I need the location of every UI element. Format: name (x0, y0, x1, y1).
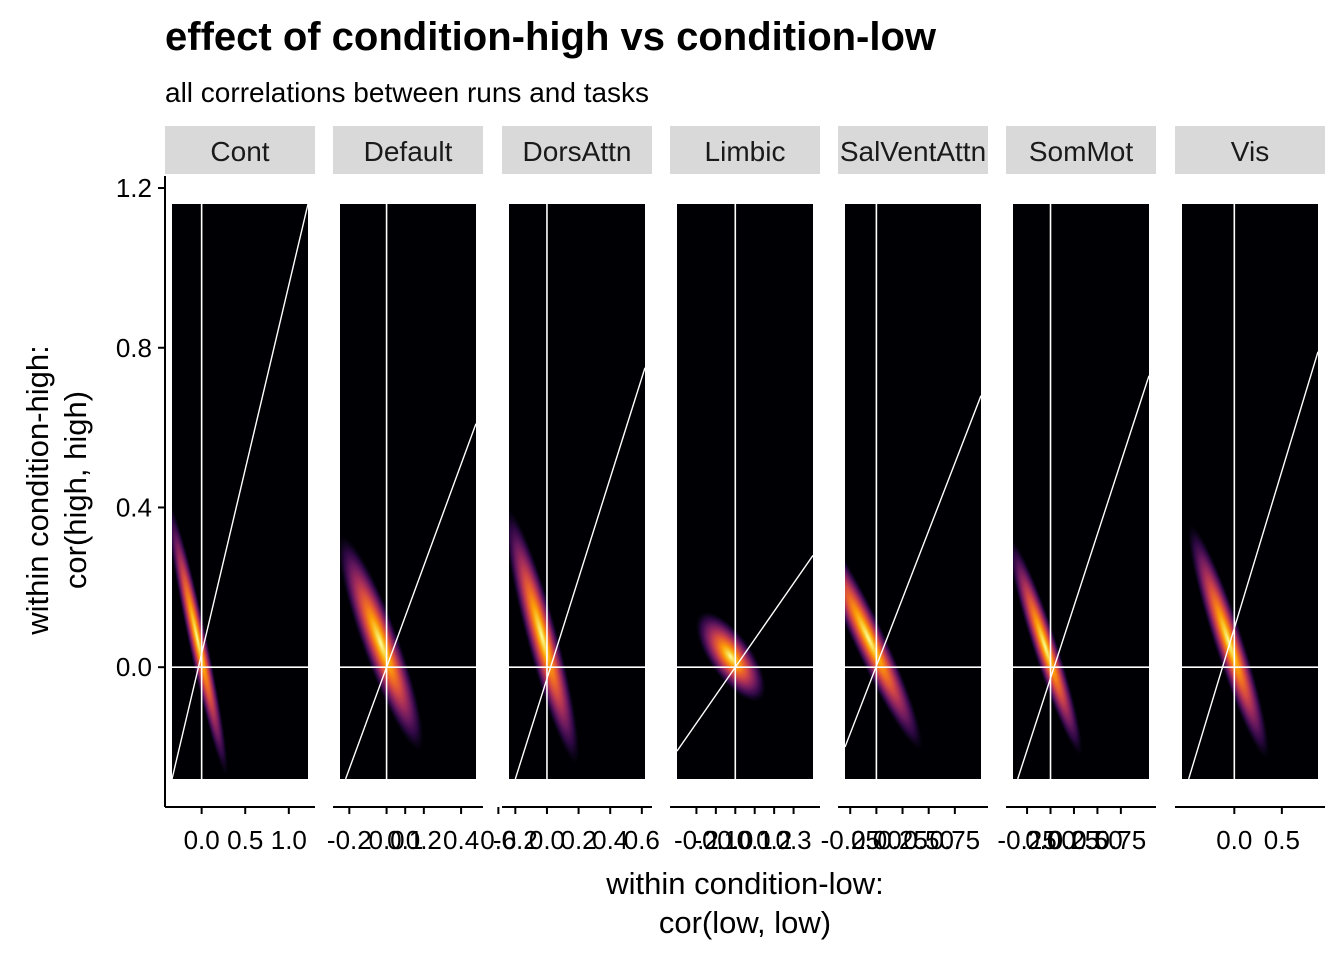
x-tick-label: 0.5 (227, 825, 263, 855)
x-axis-title-line-2: cor(low, low) (659, 905, 831, 940)
facet-sommot: SomMot -0.250.000.250.500.75 (997, 126, 1156, 855)
facet-strip (838, 126, 988, 174)
x-tick-label: 0.25 (1049, 825, 1100, 855)
facet-strip-label: SomMot (1029, 136, 1133, 167)
density-blob (340, 535, 424, 751)
density-blob (172, 501, 228, 777)
fit-line (514, 367, 645, 779)
fit-line (845, 395, 981, 748)
x-tick-label: 0.0 (368, 825, 404, 855)
density-blob (1188, 524, 1270, 759)
x-tick-label: 0.3 (775, 825, 811, 855)
fit-line (172, 204, 308, 779)
facet-default: Default -0.20.00.10.2 0.4 0.6 (327, 126, 516, 855)
x-tick-label: 0.50 (903, 825, 954, 855)
x-tick-label: 0.2 (756, 825, 792, 855)
density-blob (1013, 538, 1083, 756)
x-tick-label: -0.25 (997, 825, 1056, 855)
density-blob (695, 611, 766, 702)
density-blob (509, 508, 580, 764)
x-tick-label: -0.25 (821, 825, 880, 855)
x-tick-label: 0.00 (1025, 825, 1076, 855)
density-background (845, 204, 981, 779)
facet-strip-label: SalVentAttn (840, 136, 986, 167)
x-tick-label: 0.4 (592, 825, 628, 855)
y-tick-label: 0.8 (116, 333, 152, 363)
x-tick-label: 0.4 (443, 825, 479, 855)
y-axis: 0.0 0.4 0.8 1.2 (116, 173, 166, 807)
chart-subtitle: all correlations between runs and tasks (165, 77, 649, 108)
fit-line (1187, 351, 1318, 779)
density-blob (845, 526, 923, 751)
facet-strip (670, 126, 820, 174)
x-tick-label: 0.5 (1264, 825, 1300, 855)
x-tick-label: 0.2 (561, 825, 597, 855)
density-background (509, 204, 645, 779)
fit-line (677, 554, 813, 752)
facet-strip-label: Limbic (705, 136, 786, 167)
x-tick-label: 0.75 (1096, 825, 1147, 855)
x-tick-label: 0.0 (717, 825, 753, 855)
facet-strip-label: Vis (1231, 136, 1269, 167)
y-tick-label: 0.4 (116, 492, 152, 522)
x-tick-label: 0.6 (624, 825, 660, 855)
facet-strip-label: DorsAttn (523, 136, 632, 167)
x-tick-label: 0.1 (387, 825, 423, 855)
facet-strip (1006, 126, 1156, 174)
fit-line (344, 423, 476, 779)
x-tick-label: 0.75 (930, 825, 981, 855)
facet-salventattn: SalVentAttn -0.250.000.250.500.75 (821, 126, 988, 855)
x-tick-label: -0.2 (493, 825, 538, 855)
facet-strip-label: Default (364, 136, 453, 167)
x-tick-label: 0.0 (184, 825, 220, 855)
y-axis-title-line-2: cor(high, high) (58, 391, 93, 589)
density-background (1013, 204, 1149, 779)
x-tick-label: 0.0 (529, 825, 565, 855)
x-tick-label: 0.6 (480, 825, 516, 855)
x-tick-label: 0.50 (1072, 825, 1123, 855)
x-tick-label: -0.2 (674, 825, 719, 855)
x-axis-title-line-1: within condition-low: (605, 866, 883, 901)
facet-strip-label: Cont (210, 136, 269, 167)
x-tick-label: 0.00 (851, 825, 902, 855)
y-tick-label: 0.0 (116, 652, 152, 682)
x-tick-label: 0.2 (406, 825, 442, 855)
x-tick-label: 0.1 (737, 825, 773, 855)
fit-line (1017, 375, 1149, 779)
facet-strip (333, 126, 483, 174)
facet-limbic: Limbic -0.2-0.10.00.10.20.3 (670, 126, 820, 855)
facet-strip (165, 126, 315, 174)
x-tick-label: -0.2 (327, 825, 372, 855)
facet-strip (502, 126, 652, 174)
x-tick-label: -0.1 (693, 825, 738, 855)
facet-vis: Vis 0.0 0.5 (1175, 126, 1325, 855)
facet-cont: Cont 0.0 0.5 1.0 (165, 126, 315, 855)
facet-strip (1175, 126, 1325, 174)
x-tick-label: 1.0 (271, 825, 307, 855)
x-tick-label: 0.25 (877, 825, 928, 855)
y-tick-label: 1.2 (116, 173, 152, 203)
y-axis-title-line-1: within condition-high: (20, 345, 55, 636)
facet-dorsattn: DorsAttn -0.20.00.20.40.6 (493, 126, 660, 855)
chart-title: effect of condition-high vs condition-lo… (165, 15, 937, 59)
x-tick-label: 0.0 (1216, 825, 1252, 855)
